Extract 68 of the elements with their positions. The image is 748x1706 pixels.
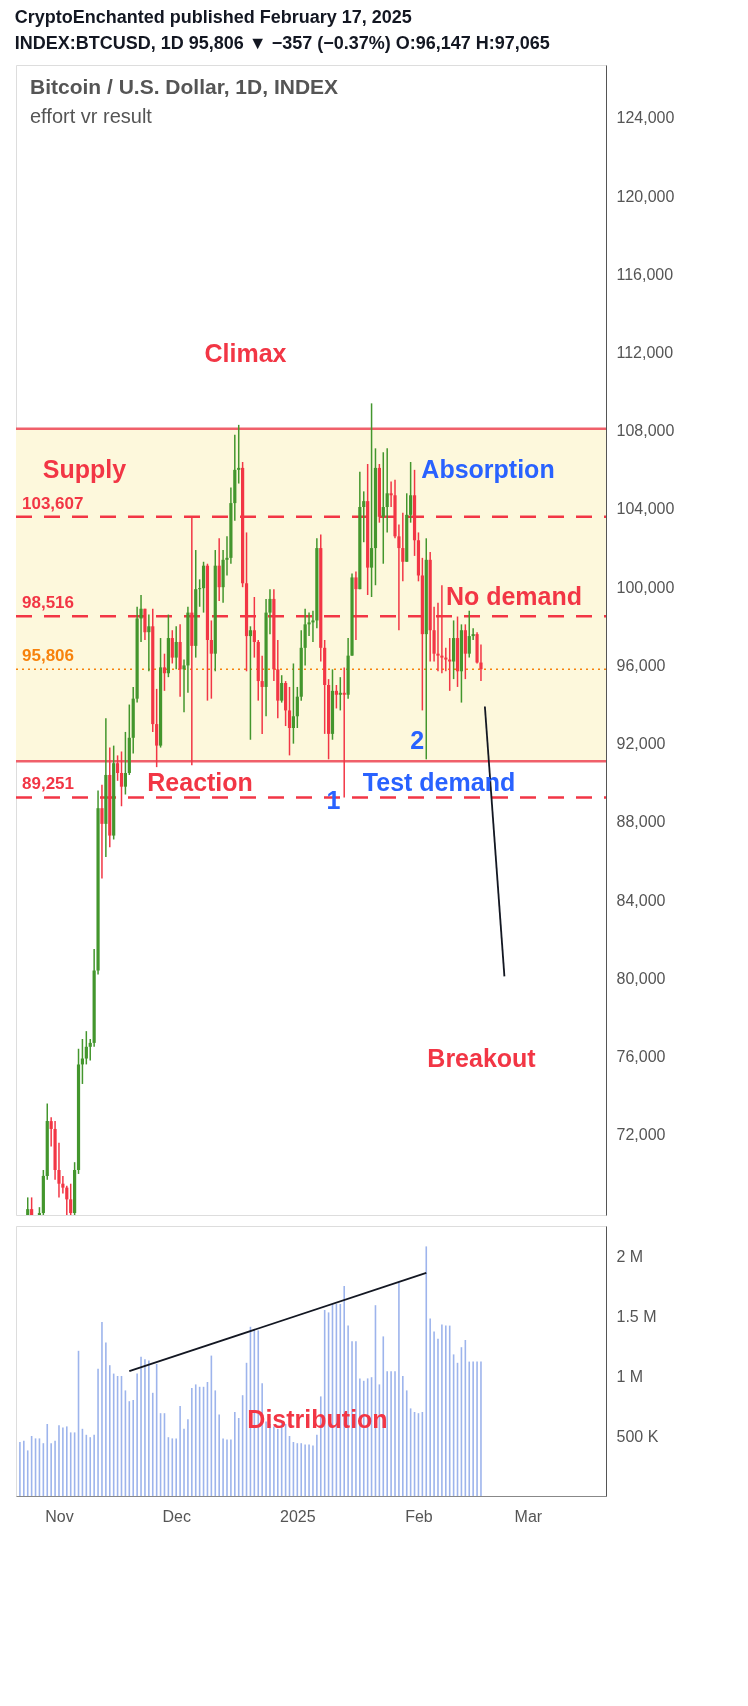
candlestick	[448, 637, 452, 692]
candlestick	[162, 652, 167, 692]
annotation: Distribution	[247, 1405, 388, 1434]
x-tick-label: Mar	[514, 1507, 543, 1525]
candlestick	[409, 461, 413, 524]
candlestick	[143, 607, 147, 641]
y-tick-label: 80,000	[616, 969, 666, 987]
y-tick-label: 100,000	[616, 578, 675, 596]
annotation: Breakout	[427, 1043, 537, 1072]
y-tick-label: 120,000	[616, 187, 675, 205]
candlestick	[338, 676, 342, 712]
text: INDEX:BTCUSD, 1D 95,806 ▼ −357 (−0.37%) O:96,147 H:97,065	[14, 33, 550, 53]
text: Bitcoin / U.S. Dollar, 1D, INDEX	[30, 75, 339, 98]
annotation: Climax	[204, 338, 287, 367]
x-tick-label: Nov	[45, 1507, 74, 1525]
candlestick	[334, 684, 338, 710]
y-tick-label: 92,000	[616, 735, 666, 753]
y-tick-label: 88,000	[616, 813, 666, 831]
candlestick	[123, 731, 127, 796]
candlestick	[452, 619, 456, 680]
candlestick	[147, 613, 151, 673]
y-tick-label: 84,000	[616, 891, 666, 909]
y-tick-label: 108,000	[616, 422, 675, 440]
ref-line-label: 89,251	[22, 774, 74, 794]
candlestick	[201, 561, 206, 614]
y-tick-label: 1 M	[616, 1367, 644, 1385]
y-tick-label: 500 K	[616, 1427, 659, 1445]
y-tick-label: 1.5 M	[616, 1307, 657, 1325]
y-tick-label: 2 M	[616, 1247, 644, 1265]
candlestick	[280, 674, 284, 704]
annotation: Absorption	[421, 454, 555, 483]
candlestick	[248, 625, 253, 741]
candlestick	[69, 1182, 73, 1216]
y-tick-label: 96,000	[616, 656, 666, 674]
candlestick	[198, 578, 202, 608]
candlestick	[217, 537, 221, 602]
candlestick	[342, 666, 346, 799]
candlestick	[287, 686, 292, 757]
candlestick	[119, 750, 124, 807]
text: effort vr result	[30, 105, 153, 127]
candlestick	[84, 1030, 88, 1066]
y-tick-label: 76,000	[616, 1048, 666, 1066]
candlestick	[291, 662, 296, 745]
candlestick	[385, 447, 389, 534]
candlestick	[381, 451, 385, 565]
y-tick-label: 104,000	[616, 500, 675, 518]
y-tick-label: 116,000	[616, 265, 674, 283]
candlestick	[209, 619, 213, 700]
ref-line-label: 103,607	[22, 493, 84, 513]
candlestick	[467, 609, 471, 659]
candlestick	[170, 629, 174, 665]
x-tick-label: 2025	[280, 1507, 316, 1525]
ref-line-label: 98,516	[22, 593, 74, 613]
x-tick-label: Dec	[162, 1507, 191, 1525]
candlestick	[369, 402, 374, 598]
candlestick	[174, 625, 178, 671]
candlestick	[115, 754, 120, 782]
annotation: Reaction	[147, 767, 253, 796]
y-tick-label: 124,000	[616, 109, 675, 127]
y-tick-label: 112,000	[616, 344, 674, 361]
text: CryptoEnchanted published February 17, 2025	[14, 7, 412, 27]
annotation: Supply	[42, 454, 127, 483]
annotation: 2	[410, 726, 425, 755]
y-tick-label: 72,000	[616, 1126, 666, 1144]
x-tick-label: Feb	[405, 1507, 433, 1525]
candlestick	[463, 623, 467, 680]
ref-line-label: 95,806	[22, 646, 74, 666]
annotation: No demand	[445, 582, 583, 611]
